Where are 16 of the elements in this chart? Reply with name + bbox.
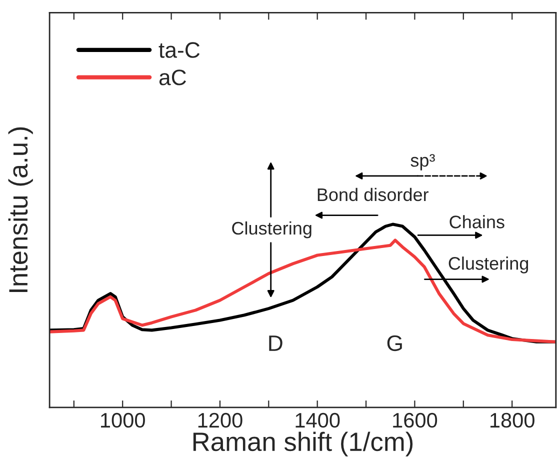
x-axis-title: Raman shift (1/cm) (193, 432, 413, 456)
annotation: D (269, 336, 282, 351)
text: Bond disorder (318, 188, 429, 202)
annotation: G (387, 335, 402, 352)
text: sp³ (410, 154, 435, 170)
legend-label: aC (159, 70, 186, 86)
annotation: Clustering (232, 221, 312, 238)
x-tick-label: 1600 (393, 412, 438, 428)
annotation: Chains (450, 215, 504, 228)
x-tick-label: 1800 (490, 412, 534, 428)
x-tick-label: 1000 (101, 412, 145, 428)
y-axis-title: Intensitu (a.u.) (8, 127, 33, 292)
x-tick-label: 1400 (296, 412, 340, 428)
legend-label: ta-C (158, 42, 200, 58)
x-tick-label: 1200 (198, 412, 242, 428)
annotation: Clustering (448, 256, 528, 274)
